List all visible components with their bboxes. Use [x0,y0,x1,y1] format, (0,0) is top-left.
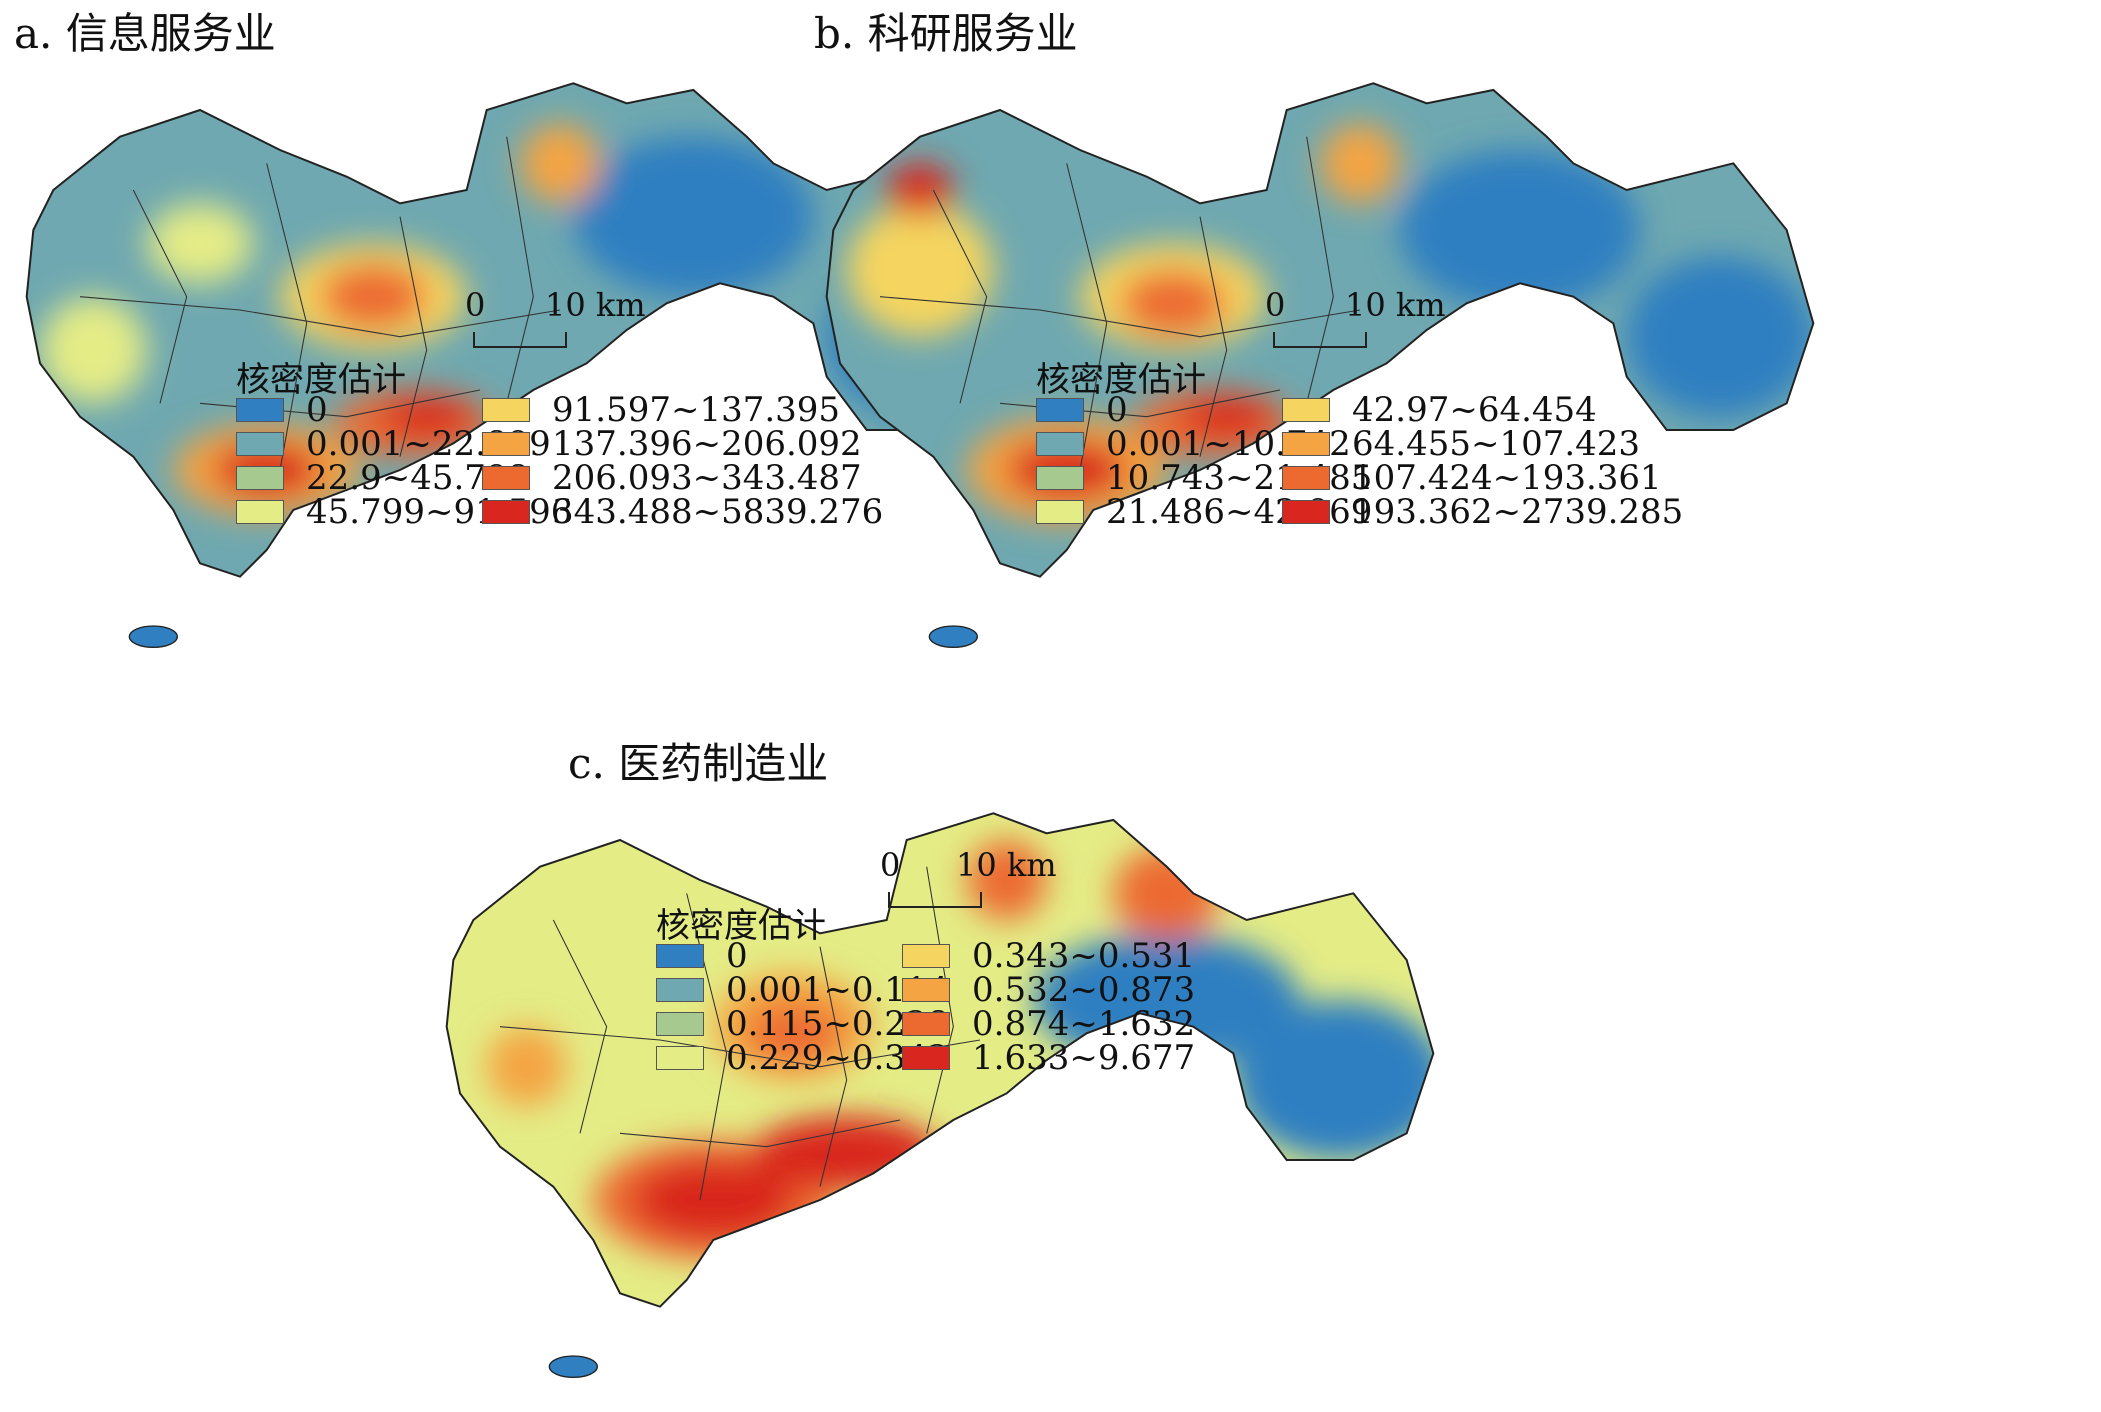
legend-swatch [236,466,284,490]
legend: 核密度估计 0 0.001~22.899 22.9~45.798 45.799~91.… [236,352,883,532]
scale-ten: 10 km [956,846,1057,884]
legend-item: 107.424~193.361 [1282,458,1662,498]
legend-swatch [236,432,284,456]
scale-line [888,892,982,908]
legend-item: 206.093~343.487 [482,458,862,498]
legend-label: 42.97~64.454 [1352,390,1597,430]
legend-item: 193.362~2739.285 [1282,492,1683,532]
legend: 核密度估计 0 0.001~10.742 10.743~21.485 21.486~4… [1036,352,1683,532]
legend-swatch [1036,398,1084,422]
legend-item: 45.799~91.596 [236,492,572,532]
legend-title: 核密度估计 [656,906,826,946]
legend-swatch [482,398,530,422]
legend-swatch [482,500,530,524]
legend-title: 核密度估计 [1036,360,1206,400]
legend-item: 64.455~107.423 [1282,424,1640,464]
legend-item: 10.743~21.485 [1036,458,1372,498]
scale-line [473,332,567,348]
legend-item: 0.343~0.531 [902,936,1195,976]
legend-swatch [1036,500,1084,524]
scale-bar: 0 10 km [1265,286,1446,356]
legend-swatch [1282,398,1330,422]
legend-label: 107.424~193.361 [1352,458,1662,498]
legend-item: 0.532~0.873 [902,970,1195,1010]
panel-title: b. 科研服务业 [814,9,1078,58]
legend-swatch [1282,466,1330,490]
legend-swatch [656,1046,704,1070]
legend-label: 0.343~0.531 [972,936,1196,976]
legend-item: 0 [656,936,748,976]
legend-swatch [236,398,284,422]
legend-swatch [902,1046,950,1070]
legend-label: 0.532~0.873 [972,970,1196,1010]
legend-item: 91.597~137.395 [482,390,840,430]
scale-zero: 0 [1265,286,1286,324]
legend-swatch [1036,466,1084,490]
legend-item: 0 [236,390,328,430]
density-map [825,82,1815,648]
legend: 核密度估计 0 0.001~0.114 0.115~0.228 0.229~0.342… [656,898,1216,1078]
legend-label: 137.396~206.092 [552,424,862,464]
panel-b: b. 科研服务业 0 1 [800,0,1850,700]
legend-item: 137.396~206.092 [482,424,862,464]
legend-label: 91.597~137.395 [552,390,841,430]
scale-zero: 0 [465,286,486,324]
panel-c: c. 医药制造业 0 10 km [420,730,1470,1412]
legend-swatch [656,1012,704,1036]
legend-label: 193.362~2739.285 [1352,492,1684,532]
legend-swatch [656,978,704,1002]
legend-item: 0 [1036,390,1128,430]
legend-label: 0 [1106,390,1128,430]
legend-swatch [902,944,950,968]
legend-label: 0 [726,936,748,976]
legend-swatch [236,500,284,524]
scale-bar: 0 10 km [465,286,646,356]
legend-swatch [656,944,704,968]
legend-item: 343.488~5839.276 [482,492,883,532]
legend-label: 1.633~9.677 [972,1038,1196,1078]
legend-label: 206.093~343.487 [552,458,862,498]
legend-item: 1.633~9.677 [902,1038,1195,1078]
scale-bar: 0 10 km [880,846,1057,916]
legend-swatch [482,466,530,490]
legend-item: 42.97~64.454 [1282,390,1597,430]
legend-item: 0.001~22.899 [236,424,551,464]
legend-swatch [902,978,950,1002]
legend-item: 0.874~1.632 [902,1004,1195,1044]
scale-ten: 10 km [1345,286,1446,324]
legend-swatch [1282,432,1330,456]
panel-title: a. 信息服务业 [14,9,276,58]
legend-title: 核密度估计 [236,360,406,400]
legend-label: 0 [306,390,328,430]
legend-swatch [1282,500,1330,524]
scale-line [1273,332,1367,348]
scale-zero: 0 [880,846,901,884]
legend-swatch [482,432,530,456]
legend-swatch [1036,432,1084,456]
legend-label: 64.455~107.423 [1352,424,1641,464]
legend-label: 343.488~5839.276 [552,492,884,532]
scale-ten: 10 km [545,286,646,324]
legend-swatch [902,1012,950,1036]
legend-label: 0.874~1.632 [972,1004,1196,1044]
panel-title: c. 医药制造业 [568,739,829,788]
